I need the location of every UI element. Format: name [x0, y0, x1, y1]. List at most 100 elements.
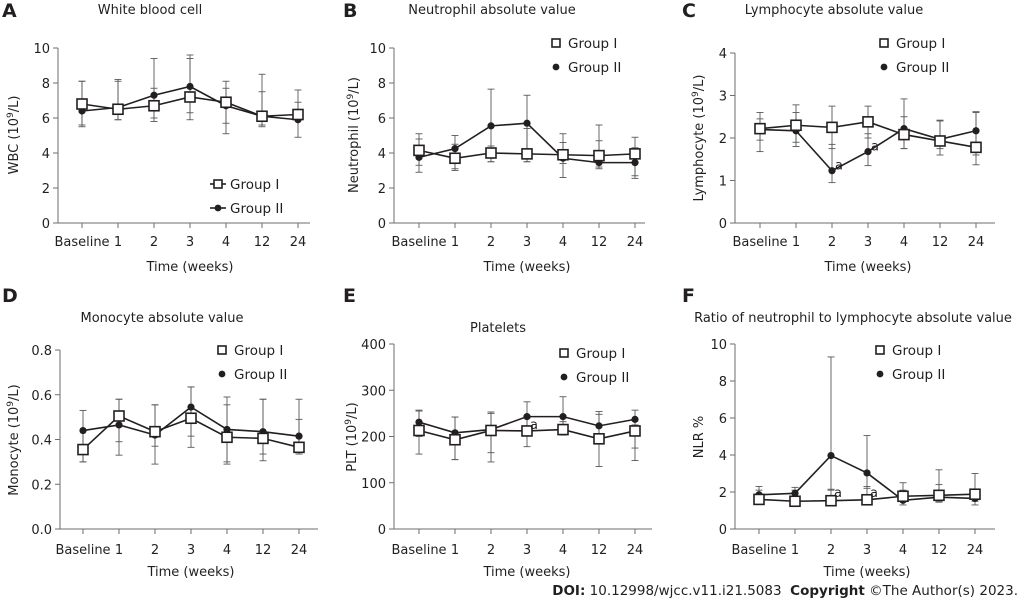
legend: Group I Group II — [551, 36, 621, 76]
data-point-group-ii — [79, 426, 87, 435]
legend: Group I Group II — [559, 346, 629, 386]
x-tick-label: 1 — [114, 235, 122, 250]
legend-square-icon — [559, 348, 569, 358]
legend-label: Group I — [892, 343, 941, 359]
data-point-group-i — [629, 148, 641, 160]
data-point-group-ii — [115, 421, 123, 429]
data-point-group-i — [413, 144, 425, 157]
x-tick-label: 24 — [290, 235, 307, 250]
data-point-group-i — [449, 433, 461, 446]
y-axis-label: PLT (109/L) — [344, 402, 360, 471]
legend-item-group-i: Group I — [551, 36, 617, 52]
x-tick-label: 2 — [827, 543, 835, 558]
legend-circle-icon — [214, 204, 222, 212]
legend-square-icon — [875, 345, 885, 355]
y-tick-label: 4 — [378, 147, 386, 162]
panel-f: F Ratio of neutrophil to lymphocyte absol… — [682, 285, 1012, 580]
legend-circle-icon — [218, 370, 226, 378]
legend-item-group-ii: Group II — [560, 370, 629, 386]
legend-item-group-i: Group I — [217, 343, 283, 359]
x-tick-label: 3 — [523, 235, 531, 250]
panel-b: B Neutrophil absolute value0246810Baselin… — [343, 0, 645, 275]
x-tick-label: 4 — [222, 235, 230, 250]
x-tick-label: 1 — [451, 235, 459, 250]
data-point-group-i — [933, 489, 945, 502]
legend-label: Group I — [234, 343, 283, 359]
x-tick-label: 4 — [223, 543, 231, 558]
significance-label: a — [870, 486, 878, 501]
y-tick-label: 0.4 — [31, 434, 52, 449]
data-point-group-i — [413, 424, 425, 437]
x-tick-label: 4 — [559, 543, 567, 558]
legend-label: Group I — [568, 36, 617, 52]
y-tick-label: 8 — [719, 375, 727, 390]
x-tick-label: Baseline — [391, 543, 446, 558]
data-point-group-i — [593, 149, 605, 162]
x-tick-label: 24 — [627, 235, 644, 250]
error-bar — [827, 356, 835, 491]
y-axis-label: Neutrophil (109/L) — [346, 77, 362, 193]
x-tick-label: 3 — [863, 543, 871, 558]
data-point-group-ii — [523, 119, 531, 127]
footer-citation: DOI: 10.12998/wjcc.v11.i21.5083 Copyrigh… — [552, 583, 1018, 599]
legend-label: Group II — [896, 60, 949, 76]
x-tick-label: Baseline — [732, 235, 787, 250]
data-point-group-i — [898, 128, 910, 141]
data-point-group-ii — [828, 167, 836, 175]
legend: Group I Group II — [879, 36, 949, 76]
x-tick-label: 2 — [151, 543, 159, 558]
x-axis-label: Time (weeks) — [823, 260, 911, 275]
x-tick-label: 12 — [591, 235, 608, 250]
y-tick-label: 2 — [378, 182, 386, 197]
y-tick-label: 0 — [42, 217, 50, 232]
data-point-group-i — [790, 119, 802, 132]
y-tick-label: 0.8 — [31, 344, 52, 359]
data-point-group-i — [754, 122, 766, 135]
legend-item-group-i: Group I — [879, 36, 945, 52]
data-point-group-i — [257, 432, 269, 445]
y-tick-label: 4 — [719, 449, 727, 464]
data-point-group-i — [256, 110, 268, 123]
error-bar — [863, 435, 871, 489]
data-point-group-i — [148, 99, 160, 112]
y-tick-label: 6 — [719, 412, 727, 427]
y-tick-label: 0.6 — [31, 389, 52, 404]
legend: Group I Group II — [210, 177, 283, 217]
copyright-value: ©The Author(s) 2023. — [869, 583, 1018, 599]
x-tick-label: 4 — [900, 235, 908, 250]
x-tick-label: 24 — [627, 543, 644, 558]
data-point-group-i — [112, 103, 124, 116]
x-tick-label: 12 — [255, 543, 272, 558]
data-point-group-i — [221, 431, 233, 444]
data-point-group-i — [220, 96, 232, 109]
x-tick-label: 12 — [932, 235, 949, 250]
legend-label: Group II — [568, 60, 621, 76]
x-tick-label: 24 — [968, 235, 985, 250]
x-tick-label: 1 — [115, 543, 123, 558]
chart-title: White blood cell — [98, 3, 202, 18]
data-point-group-ii — [972, 127, 980, 135]
panel-d: D Monocyte absolute value 0.0 0.2 0.4 0.6 0.8 B… — [2, 285, 318, 580]
legend-square-icon — [879, 38, 889, 48]
y-tick-label: 100 — [361, 477, 386, 492]
error-bar — [900, 98, 908, 150]
data-point-group-i — [185, 412, 197, 425]
data-point-group-ii — [415, 418, 423, 426]
data-point-group-ii — [223, 425, 231, 434]
data-point-group-i — [862, 116, 874, 128]
x-tick-label: 12 — [931, 543, 948, 558]
x-tick-label: 12 — [591, 543, 608, 558]
legend: Group I Group II — [217, 343, 287, 383]
data-point-group-i — [521, 425, 533, 437]
doi-value: 10.12998/wjcc.v11.i21.5083 — [589, 583, 782, 599]
y-tick-label: 6 — [42, 112, 50, 127]
x-tick-label: 1 — [451, 543, 459, 558]
x-axis-label: Time (weeks) — [482, 565, 570, 580]
data-point-group-ii — [487, 122, 495, 130]
data-point-group-i — [113, 410, 125, 422]
y-tick-label: 8 — [378, 77, 386, 92]
y-tick-label: 0 — [719, 217, 727, 232]
legend-item-group-i: Group I — [210, 177, 279, 193]
legend-item-group-ii: Group II — [210, 201, 283, 217]
